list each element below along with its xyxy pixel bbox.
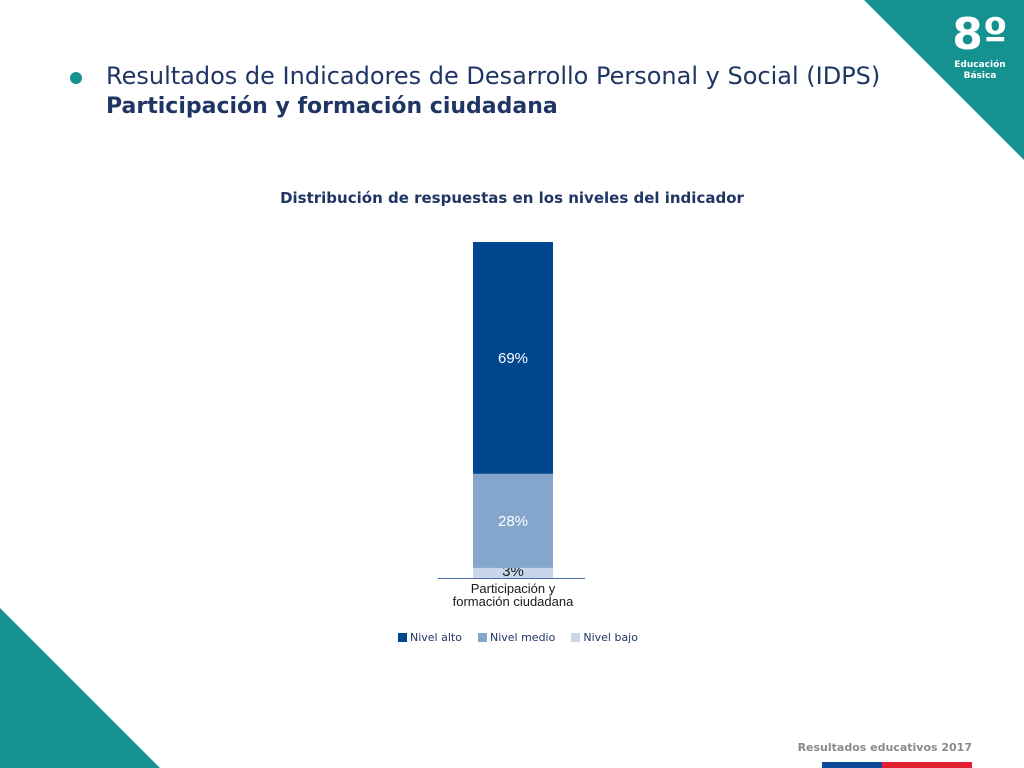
- grade-badge: 8º Educación Básica: [950, 10, 1010, 82]
- footer-color-bar: [822, 762, 972, 768]
- legend-item-nivel-alto: Nivel alto: [398, 631, 462, 644]
- data-label-nivel-medio: 28%: [498, 513, 528, 530]
- grade-number: 8º: [952, 9, 1008, 60]
- legend-label-nivel-alto: Nivel alto: [410, 631, 462, 644]
- bar-segment-nivel-medio: [473, 473, 553, 568]
- title-bullet-icon: [70, 72, 82, 84]
- legend-label-nivel-bajo: Nivel bajo: [583, 631, 638, 644]
- footer-bar-blue: [822, 762, 882, 768]
- grade-label-line-1: Educación: [954, 60, 1006, 70]
- corner-triangle-bottom-left: [0, 608, 160, 768]
- corner-triangle-top-right: [864, 0, 1024, 160]
- page-subtitle: Participación y formación ciudadana: [106, 94, 558, 119]
- legend-label-nivel-medio: Nivel medio: [489, 631, 556, 644]
- grade-label-line-2: Básica: [963, 71, 997, 81]
- data-label-nivel-alto: 69%: [498, 350, 528, 367]
- bar-segment-nivel-bajo: [473, 567, 553, 578]
- bar-segment-nivel-alto: [473, 242, 553, 474]
- legend-swatch-nivel-bajo: [571, 633, 581, 642]
- x-tick-label-line-1: Participación y: [471, 581, 556, 596]
- legend-item-nivel-medio: Nivel medio: [477, 631, 556, 644]
- page-title: Resultados de Indicadores de Desarrollo …: [106, 62, 881, 90]
- chart-legend: Nivel alto Nivel medio Nivel bajo: [398, 631, 638, 644]
- chart-title: Distribución de respuestas en los nivele…: [280, 189, 744, 207]
- legend-swatch-nivel-alto: [398, 633, 407, 642]
- legend-item-nivel-bajo: Nivel bajo: [571, 631, 638, 644]
- footer-bar-red: [882, 762, 972, 768]
- footer-text: Resultados educativos 2017: [797, 741, 972, 754]
- x-tick-label-line-2: formación ciudadana: [453, 594, 574, 609]
- legend-swatch-nivel-medio: [477, 633, 487, 642]
